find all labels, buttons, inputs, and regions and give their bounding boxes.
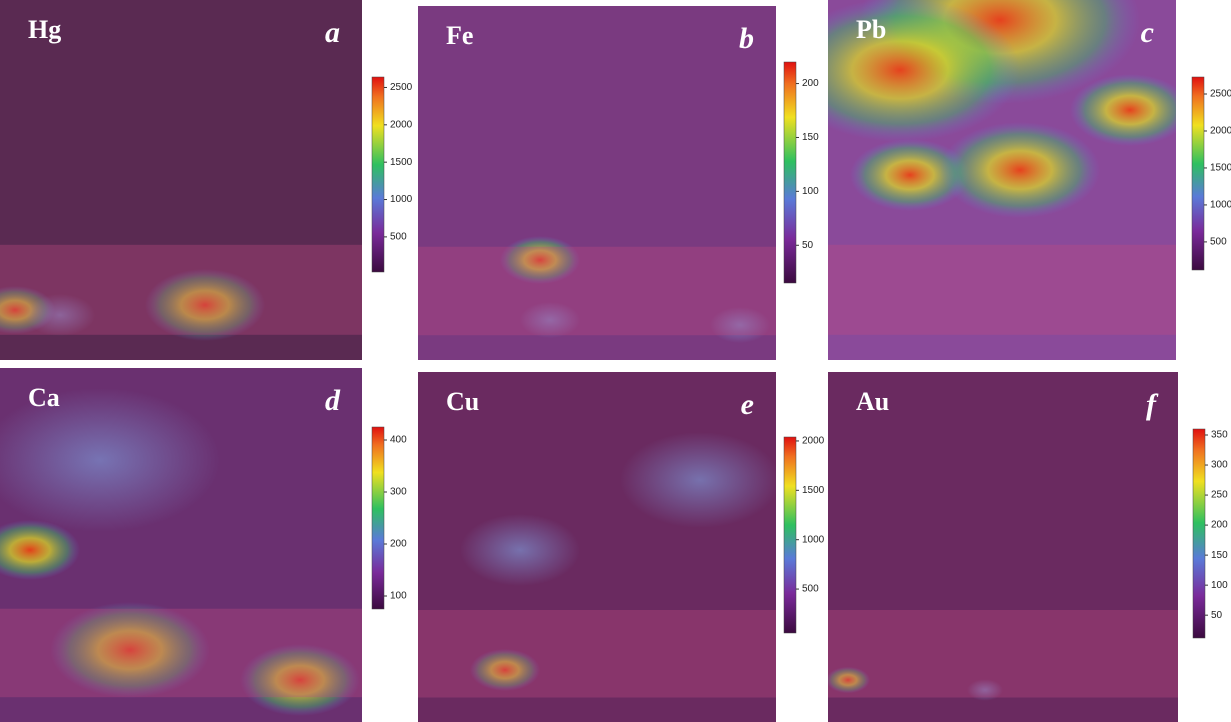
colorbar-tick-label: 200: [802, 78, 819, 89]
element-label: Cu: [446, 387, 479, 416]
colorbar-tick-label: 100: [390, 591, 407, 602]
heat-blob: [967, 679, 1003, 701]
colorbar-tick-label: 300: [1211, 460, 1228, 471]
manuscript-band: [828, 610, 1178, 698]
colorbar-tick-label: 1000: [802, 534, 825, 545]
colorbar-tick-label: 1000: [1210, 200, 1231, 211]
panel: Ca d 100 200 300 400: [0, 368, 407, 722]
colorbar: [1191, 76, 1205, 271]
heat-blob: [240, 644, 360, 716]
heat-layer: [500, 236, 770, 343]
colorbar-tick-label: 1500: [802, 485, 825, 496]
heat-blob: [0, 520, 80, 580]
heat-blob: [940, 122, 1100, 218]
panel-letter: f: [1146, 388, 1159, 421]
colorbar-tick-label: 200: [1211, 520, 1228, 531]
colorbar-tick-label: 500: [1210, 237, 1227, 248]
heat-blob: [50, 602, 210, 698]
colorbar: [783, 436, 797, 634]
map-image: [418, 6, 776, 360]
colorbar-tick-label: 500: [802, 584, 819, 595]
colorbar-tick-label: 2500: [390, 82, 413, 93]
colorbar-tick-label: 500: [390, 232, 407, 243]
colorbar-tick-label: 1500: [1210, 163, 1231, 174]
panel: Cu e 500 1000 1500 2000: [418, 372, 825, 722]
colorbar-tick-label: 2500: [1210, 89, 1231, 100]
heat-blob: [25, 294, 95, 336]
panel: Pb c 500 1000 1500 2000 2500: [828, 0, 1231, 360]
heat-layer: [0, 269, 265, 341]
colorbar-tick-label: 250: [1211, 490, 1228, 501]
heat-blob: [1070, 74, 1176, 146]
panel-letter: c: [1141, 16, 1154, 49]
heat-blob: [145, 269, 265, 341]
heat-layer: [0, 388, 360, 716]
colorbar-tick-label: 150: [1211, 550, 1228, 561]
manuscript-band: [0, 244, 362, 335]
heat-layer: [460, 432, 776, 691]
element-label: Au: [856, 387, 889, 416]
colorbar-tick-label: 300: [390, 487, 407, 498]
colorbar-tick-label: 2000: [802, 436, 825, 447]
colorbar-tick-label: 50: [1211, 610, 1223, 621]
heat-blob: [828, 666, 870, 694]
heat-blob: [500, 236, 580, 284]
element-label: Hg: [28, 15, 61, 44]
heat-layer: [828, 666, 1003, 701]
element-label: Fe: [446, 21, 473, 50]
colorbar: [371, 76, 385, 273]
panel: Fe b 50 100 150 200: [418, 6, 819, 360]
colorbar-tick-label: 400: [390, 435, 407, 446]
colorbar: [371, 426, 385, 610]
heat-blob: [460, 514, 580, 586]
colorbar: [783, 61, 797, 284]
colorbar-tick-label: 1500: [390, 157, 413, 168]
manuscript-band: [418, 610, 776, 698]
colorbar-tick-label: 350: [1211, 430, 1228, 441]
heat-blob: [850, 139, 970, 211]
colorbar-tick-label: 50: [802, 240, 814, 251]
colorbar: [1192, 428, 1206, 639]
panel: Au f 50 100 150 200 250 300 350: [828, 372, 1228, 722]
panel-letter: a: [325, 16, 340, 49]
colorbar-tick-label: 100: [1211, 580, 1228, 591]
heat-blob: [520, 302, 580, 338]
heat-blob: [828, 0, 1020, 142]
element-label: Ca: [28, 383, 60, 412]
heat-layer: [828, 0, 1176, 218]
colorbar-tick-label: 150: [802, 132, 819, 143]
panel-letter: b: [739, 22, 754, 55]
colorbar-tick-label: 1000: [390, 194, 413, 205]
heat-blob: [0, 388, 220, 532]
manuscript-band: [0, 608, 362, 698]
heat-blob: [470, 649, 540, 691]
element-label: Pb: [856, 15, 886, 44]
colorbar-tick-label: 100: [802, 186, 819, 197]
panel: Hg a 500 1000 1500 2000 2500: [0, 0, 413, 360]
colorbar-tick-label: 2000: [390, 119, 413, 130]
manuscript-band: [418, 246, 776, 336]
colorbar-tick-label: 200: [390, 539, 407, 550]
heat-blob: [710, 307, 770, 343]
panel-letter: e: [741, 388, 754, 421]
panel-letter: d: [325, 384, 341, 417]
map-image: [828, 372, 1178, 722]
heat-blob: [620, 432, 776, 528]
colorbar-tick-label: 2000: [1210, 126, 1231, 137]
manuscript-band: [828, 244, 1176, 335]
